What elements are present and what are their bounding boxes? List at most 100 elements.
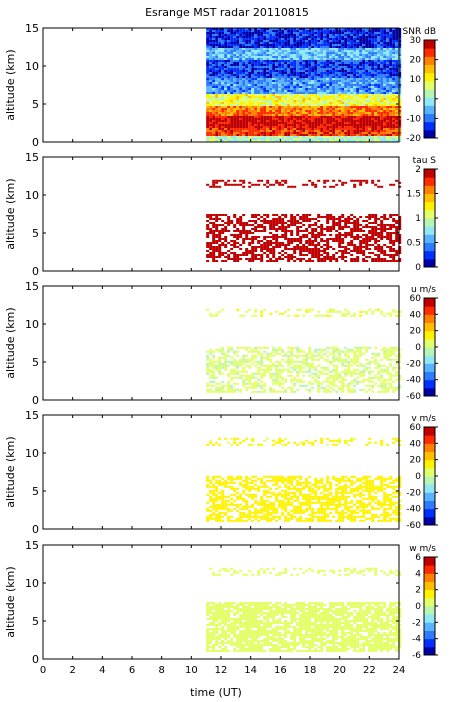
heatmap-cell [263, 88, 267, 90]
heatmap-cell [311, 118, 315, 120]
heatmap-cell [356, 140, 360, 142]
heatmap-cell [389, 120, 393, 122]
heatmap-cell [290, 220, 294, 222]
heatmap-cell [224, 74, 228, 76]
heatmap-cell [263, 72, 267, 74]
heatmap-cell [242, 104, 246, 106]
heatmap-cell [254, 52, 258, 54]
heatmap-cell [299, 108, 303, 110]
heatmap-cell [305, 30, 309, 32]
heatmap-cell [302, 250, 306, 252]
heatmap-cell [248, 84, 252, 86]
heatmap-cell [275, 126, 279, 128]
heatmap-cell [278, 102, 282, 104]
heatmap-cell [215, 108, 219, 110]
heatmap-cell [371, 112, 375, 114]
heatmap-cell [284, 181, 288, 184]
heatmap-cell [359, 348, 363, 351]
heatmap-cell [314, 84, 318, 86]
heatmap-cell [278, 352, 282, 355]
heatmap-cell [248, 220, 252, 222]
heatmap-cell [311, 228, 315, 230]
heatmap-cell [248, 224, 252, 226]
heatmap-cell [248, 32, 252, 34]
heatmap-cell [311, 116, 315, 118]
heatmap-cell [218, 350, 222, 353]
heatmap-cell [284, 92, 288, 94]
heatmap-cell [353, 120, 357, 122]
heatmap-cell [263, 230, 267, 232]
heatmap-cell [305, 96, 309, 98]
heatmap-cell [311, 181, 315, 184]
heatmap-cell [344, 68, 348, 70]
heatmap-cell [332, 122, 336, 124]
heatmap-cell [365, 181, 369, 184]
heatmap-cell [347, 116, 351, 118]
heatmap-cell [260, 258, 264, 260]
heatmap-cell [266, 44, 270, 46]
heatmap-cell [275, 42, 279, 44]
heatmap-cell [383, 46, 387, 48]
heatmap-cell [215, 110, 219, 112]
heatmap-cell [380, 138, 384, 140]
heatmap-cell [251, 36, 255, 38]
heatmap-cell [335, 54, 339, 56]
heatmap-cell [230, 74, 234, 76]
heatmap-cell [344, 38, 348, 40]
heatmap-cell [317, 54, 321, 56]
heatmap-cell [254, 38, 258, 40]
heatmap-cell [266, 110, 270, 112]
heatmap-cell [368, 104, 372, 106]
heatmap-cell [278, 226, 282, 228]
heatmap-cell [287, 80, 291, 82]
heatmap-cell [272, 220, 276, 222]
heatmap-cell [260, 138, 264, 140]
heatmap-cell [326, 120, 330, 122]
heatmap-cell [377, 90, 381, 92]
heatmap-cell [380, 58, 384, 60]
heatmap-cell [278, 36, 282, 38]
heatmap-cell [206, 232, 210, 234]
heatmap-cell [368, 112, 372, 114]
heatmap-cell [359, 110, 363, 112]
heatmap-cell [320, 56, 324, 58]
heatmap-cell [239, 90, 243, 92]
heatmap-cell [224, 114, 228, 116]
heatmap-cell [353, 122, 357, 124]
heatmap-cell [368, 236, 372, 238]
heatmap-cell [389, 183, 393, 186]
heatmap-cell [281, 68, 285, 70]
heatmap-cell [218, 78, 222, 80]
heatmap-cell [227, 94, 231, 96]
heatmap-cell [296, 248, 300, 250]
heatmap-cell [302, 96, 306, 98]
heatmap-cell [344, 28, 348, 30]
heatmap-cell [215, 246, 219, 248]
heatmap-cell [395, 88, 399, 90]
heatmap-cell [257, 72, 261, 74]
heatmap-cell [245, 60, 249, 62]
heatmap-cell [239, 36, 243, 38]
heatmap-cell [290, 48, 294, 50]
heatmap-cell [221, 98, 225, 100]
heatmap-cell [353, 58, 357, 60]
heatmap-cell [362, 54, 366, 56]
heatmap-cell [350, 88, 354, 90]
heatmap-cell [308, 122, 312, 124]
heatmap-cell [314, 96, 318, 98]
heatmap-cell [239, 222, 243, 224]
heatmap-cell [263, 58, 267, 60]
heatmap-cell [323, 234, 327, 236]
heatmap-cell [329, 92, 333, 94]
heatmap-cell [329, 96, 333, 98]
heatmap-cell [275, 242, 279, 244]
heatmap-cell [299, 86, 303, 88]
heatmap-cell [314, 348, 318, 351]
heatmap-cell [254, 60, 258, 62]
heatmap-cell [395, 114, 399, 116]
colorbar-tick-label: 0.5 [407, 239, 421, 249]
heatmap-cell [386, 82, 390, 84]
heatmap-cell [296, 138, 300, 140]
heatmap-cell [368, 102, 372, 104]
heatmap-cell [353, 228, 357, 230]
